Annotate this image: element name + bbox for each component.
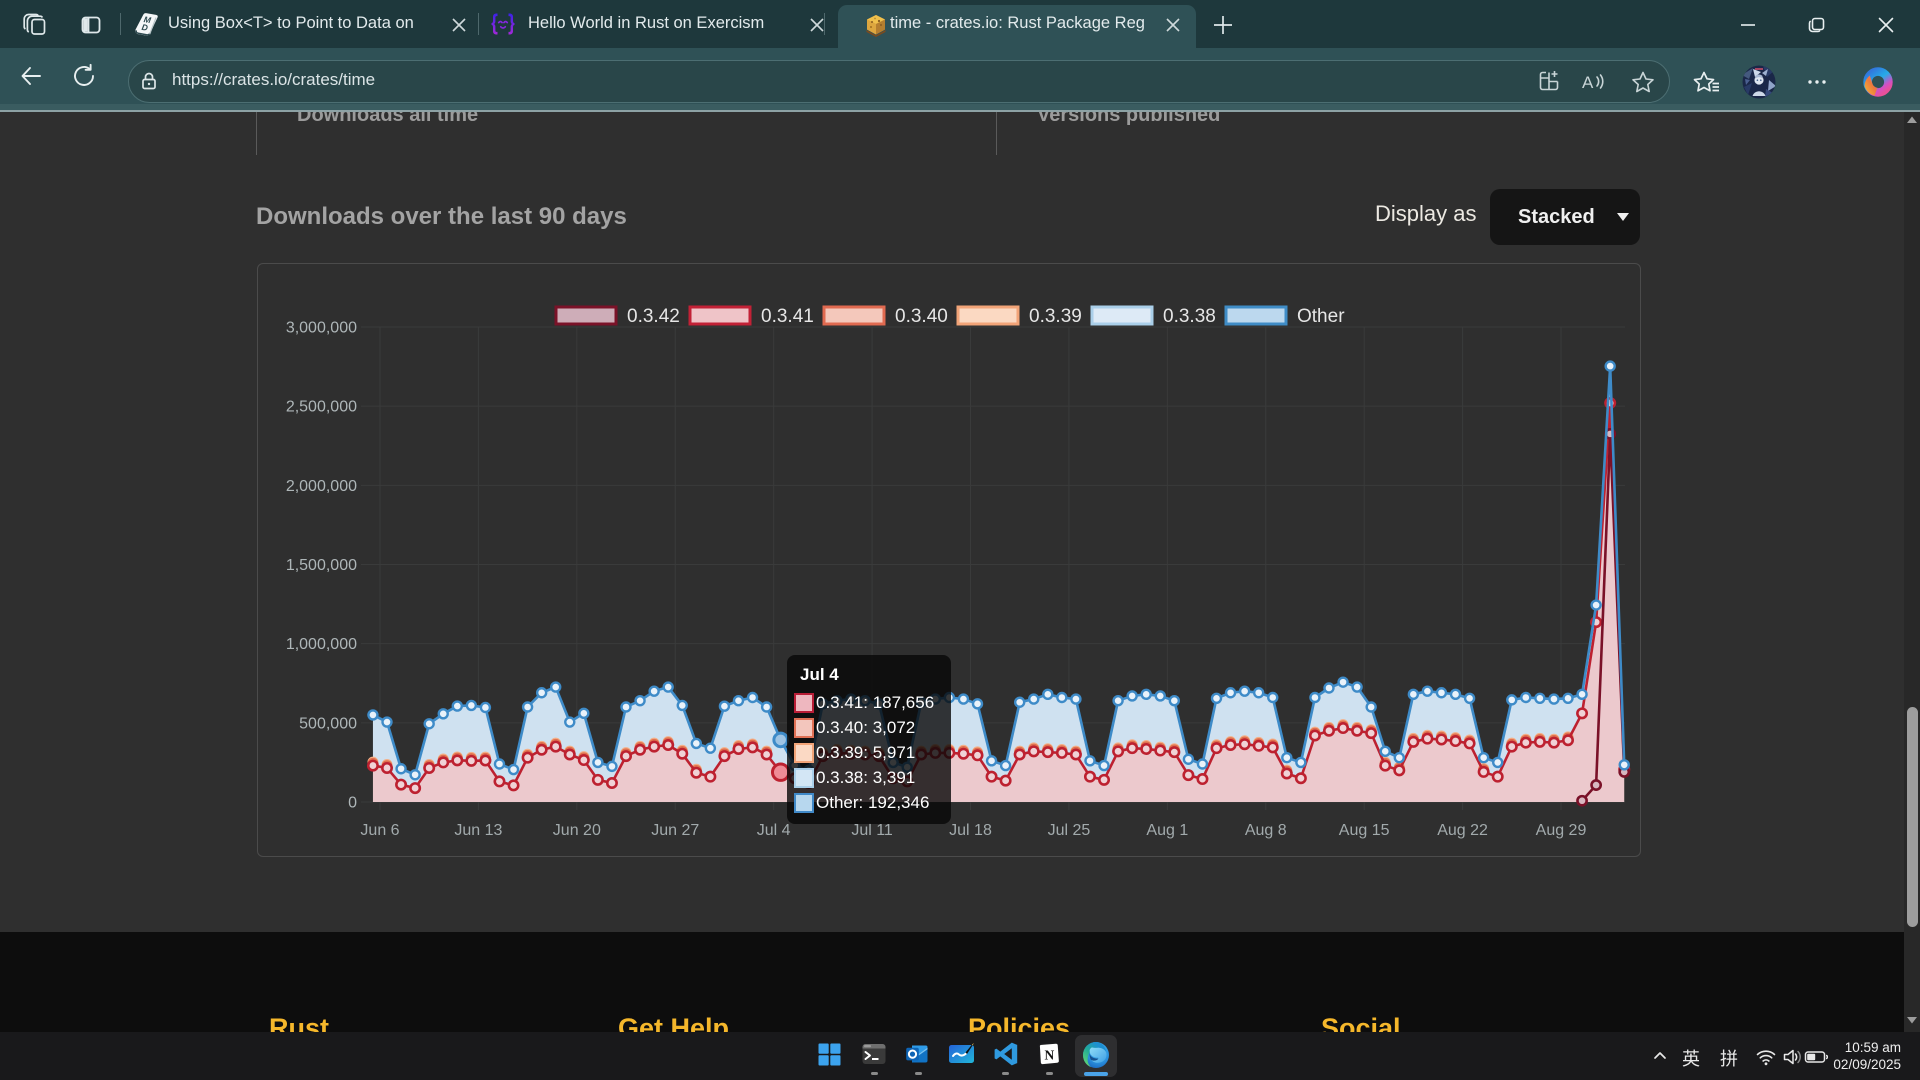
- svg-text:0.3.42: 0.3.42: [627, 306, 680, 327]
- svg-text:0.3.39: 0.3.39: [1029, 306, 1082, 327]
- svg-text:Jul 18: Jul 18: [949, 822, 992, 839]
- svg-text:Jul 11: Jul 11: [851, 822, 893, 839]
- svg-text:0: 0: [348, 795, 357, 812]
- svg-text:Jun 27: Jun 27: [651, 822, 699, 839]
- svg-text:A: A: [1582, 73, 1594, 92]
- svg-text:0.3.38: 0.3.38: [1163, 306, 1216, 327]
- svg-text:Jun 6: Jun 6: [360, 822, 399, 839]
- svg-text:N: N: [1045, 1048, 1055, 1063]
- svg-text:500,000: 500,000: [299, 715, 357, 732]
- svg-text:1,500,000: 1,500,000: [286, 557, 357, 574]
- svg-text:Jul 4: Jul 4: [757, 822, 791, 839]
- svg-text:2,500,000: 2,500,000: [286, 399, 357, 416]
- svg-text:0.3.40: 0.3.40: [895, 306, 948, 327]
- svg-text:Aug 22: Aug 22: [1437, 822, 1488, 839]
- svg-text:M: M: [143, 14, 153, 25]
- svg-text:Aug 15: Aug 15: [1339, 822, 1390, 839]
- svg-text:D: D: [141, 22, 149, 33]
- svg-text:Jun 13: Jun 13: [454, 822, 502, 839]
- svg-text:2,000,000: 2,000,000: [286, 478, 357, 495]
- svg-text:Aug 1: Aug 1: [1146, 822, 1188, 839]
- svg-text:Aug 8: Aug 8: [1245, 822, 1287, 839]
- svg-text:3,000,000: 3,000,000: [286, 320, 357, 337]
- svg-text:Aug 29: Aug 29: [1536, 822, 1587, 839]
- svg-text:Jun 20: Jun 20: [553, 822, 601, 839]
- svg-text:1,000,000: 1,000,000: [286, 636, 357, 653]
- svg-text:Jul 25: Jul 25: [1048, 822, 1091, 839]
- svg-text:0.3.41: 0.3.41: [761, 306, 814, 327]
- svg-text:Other: Other: [1297, 306, 1345, 327]
